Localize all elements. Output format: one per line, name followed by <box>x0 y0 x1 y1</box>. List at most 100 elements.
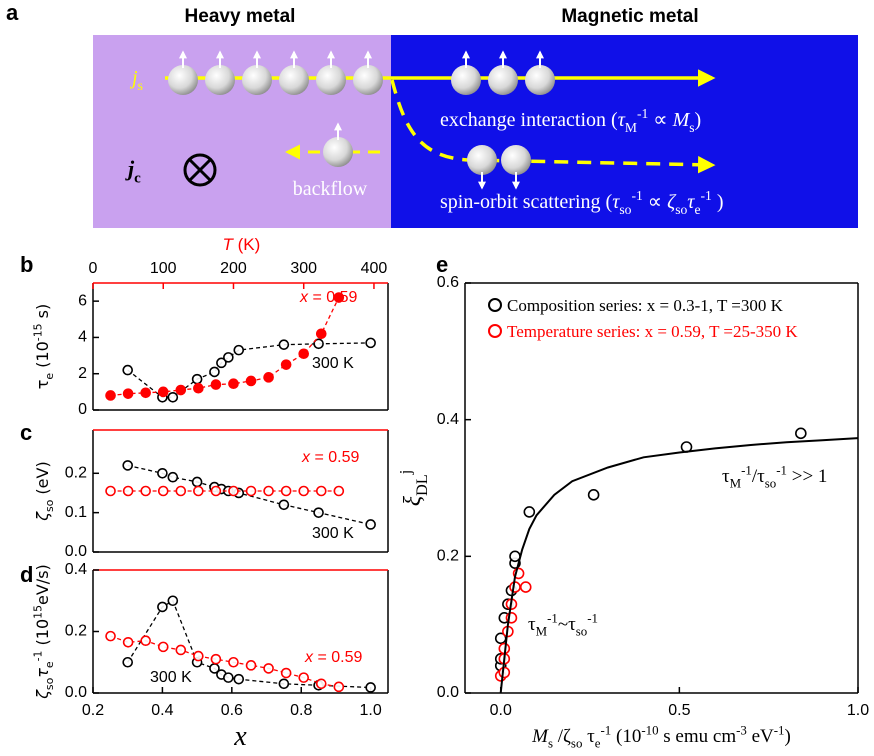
data-point <box>194 652 203 661</box>
data-point <box>796 428 806 438</box>
annotation: x = 0.59 <box>301 449 359 466</box>
text-part: so <box>43 677 56 690</box>
data-point <box>334 682 343 691</box>
text-part: (K) <box>233 235 260 254</box>
text-part: -10 <box>641 723 658 737</box>
x-axis-label: x <box>233 721 247 752</box>
figure: a Heavy metal Magnetic metal js jc excha… <box>0 0 874 756</box>
data-point <box>123 658 132 667</box>
series-line <box>111 298 339 396</box>
data-point <box>106 632 115 641</box>
data-point <box>299 673 308 682</box>
data-point <box>210 367 219 376</box>
x-tick-label: 0.8 <box>290 702 312 719</box>
x-tick-label: 0.4 <box>151 702 173 719</box>
x-tick-label: 0.2 <box>82 702 104 719</box>
y-tick-label: 0.2 <box>65 623 87 640</box>
data-point <box>193 375 202 384</box>
text-part: -1 <box>601 723 612 737</box>
data-point <box>106 391 115 400</box>
text-part: (10 <box>33 619 52 651</box>
text-part: /τ <box>752 466 765 487</box>
data-point <box>264 664 273 673</box>
text-part: -1 <box>631 188 642 203</box>
text-part: -3 <box>736 723 747 737</box>
data-point <box>282 360 291 369</box>
data-point <box>123 461 132 470</box>
text-part: τ <box>33 668 52 678</box>
y-tick-label: 0.2 <box>437 548 459 565</box>
data-point <box>124 638 133 647</box>
text-part: M <box>730 477 742 491</box>
text-part: so <box>576 625 587 639</box>
data-point <box>168 393 177 402</box>
y-tick-label: 0.0 <box>65 543 87 560</box>
data-point <box>124 487 133 496</box>
data-point <box>279 340 288 349</box>
data-point <box>510 582 520 592</box>
data-point <box>234 346 243 355</box>
text-part: -1 <box>547 611 558 625</box>
data-point <box>141 487 150 496</box>
y-tick-label: 0.1 <box>65 504 87 521</box>
text-part: e <box>43 661 56 668</box>
x2-tick-label: 100 <box>150 260 177 277</box>
text-part: c <box>134 171 141 187</box>
x-tick-label: 0.0 <box>490 702 512 719</box>
text-part: /ζ <box>553 726 571 747</box>
data-point <box>521 582 531 592</box>
x2-tick-label: 0 <box>89 260 98 277</box>
data-point <box>234 675 243 684</box>
y-tick-label: 0.4 <box>437 411 459 428</box>
text-part: exchange interaction ( <box>440 109 618 131</box>
data-point <box>264 487 273 496</box>
text-part: ) <box>785 726 791 747</box>
text-part: = 0.59 <box>313 649 362 666</box>
annotation: x = 0.59 <box>304 649 362 666</box>
data-point <box>299 487 308 496</box>
data-point <box>282 487 291 496</box>
text-part: -1 <box>587 611 598 625</box>
text-part: so <box>619 202 631 217</box>
text-part: e <box>595 737 601 751</box>
data-point <box>247 487 256 496</box>
y-tick-label: 2 <box>78 365 87 382</box>
annotation: 300 K <box>312 525 354 542</box>
panel: e0.00.20.40.60.00.51.0ξDLjMs /ζso τe-1 (… <box>395 252 869 751</box>
text-part: e <box>694 202 700 217</box>
text-part: so <box>675 202 687 217</box>
text-part: -1 <box>741 463 752 477</box>
data-point <box>158 469 167 478</box>
text-part: -1 <box>32 651 45 662</box>
data-point <box>159 642 168 651</box>
data-point <box>314 508 323 517</box>
exchange-label: exchange interaction (τM-1 ∝ Ms) <box>440 106 701 135</box>
legend-label: Temperature series: x = 0.59, T =25-350 … <box>507 322 798 341</box>
text-part: eV/s) <box>33 564 52 605</box>
data-point <box>193 477 202 486</box>
data-point <box>589 490 599 500</box>
annotation: 300 K <box>150 669 192 686</box>
data-point <box>141 636 150 645</box>
panel-label: b <box>20 252 33 277</box>
x-tick-label: 0.6 <box>221 702 243 719</box>
data-point <box>247 661 256 670</box>
data-point <box>123 366 132 375</box>
x2-axis-label: T (K) <box>223 235 261 254</box>
text-part: j <box>395 470 414 476</box>
panel-label: a <box>6 0 19 25</box>
y-tick-label: 0.4 <box>65 561 87 578</box>
data-point <box>168 473 177 482</box>
y-tick-label: 4 <box>78 329 87 346</box>
data-point <box>194 384 203 393</box>
data-point <box>317 329 326 338</box>
panel-label: d <box>20 562 33 587</box>
data-point <box>168 596 177 605</box>
data-point <box>279 679 288 688</box>
data-point <box>211 655 220 664</box>
panel-label: c <box>20 420 32 445</box>
data-point <box>299 349 308 358</box>
text-part: so <box>571 737 582 751</box>
text-part: (10 <box>33 341 52 373</box>
text-part: M <box>531 726 549 747</box>
